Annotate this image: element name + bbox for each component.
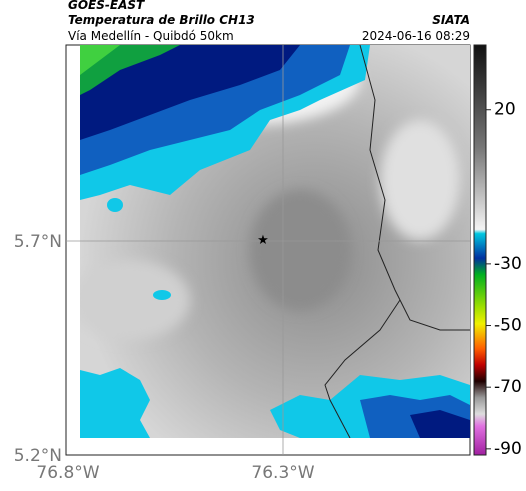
- location: Vía Medellín - Quibdó 50km: [68, 29, 234, 43]
- colorbar-ticks: 20 -30 -50 -70 -90: [486, 100, 522, 459]
- colorbar-tick-label: 20: [494, 100, 516, 120]
- source: SIATA: [432, 13, 470, 27]
- lon-label: 76.8°W: [36, 463, 99, 483]
- colorbar-tick-label: -50: [494, 316, 522, 336]
- satellite: GOES-EAST: [68, 0, 145, 12]
- colorbar: [473, 44, 487, 456]
- product: Temperatura de Brillo CH13: [68, 13, 255, 27]
- colorbar-tick-label: -30: [494, 254, 522, 274]
- colorbar-tick-label: -90: [494, 439, 522, 459]
- lon-label: 76.3°W: [251, 463, 314, 483]
- imagery: [80, 45, 470, 438]
- lat-label: 5.7°N: [14, 232, 62, 252]
- colorbar-tick-label: -70: [494, 377, 522, 397]
- lat-label: 5.2°N: [14, 446, 62, 466]
- datetime: 2024-06-16 08:29: [362, 29, 470, 43]
- city-marker: ★: [257, 233, 269, 248]
